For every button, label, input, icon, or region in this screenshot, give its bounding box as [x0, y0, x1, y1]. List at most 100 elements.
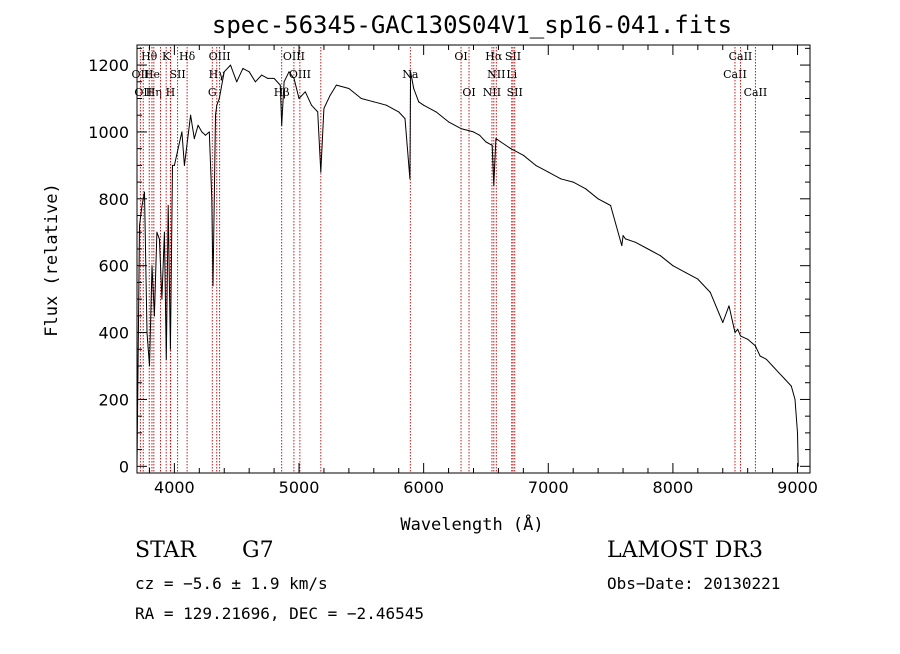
data-point [223, 71, 225, 73]
data-point [181, 131, 183, 133]
data-point [186, 144, 188, 146]
data-point [208, 131, 210, 133]
data-point [418, 101, 420, 103]
y-tick-label: 0 [119, 457, 129, 476]
data-point [622, 235, 624, 237]
line-label-25: SII [505, 50, 521, 63]
data-point [273, 77, 275, 79]
line-label-23: NII [487, 68, 505, 81]
line-label-12: Hγ [209, 68, 226, 81]
data-point [267, 77, 269, 79]
data-point [491, 144, 493, 146]
data-point [177, 148, 179, 150]
data-point [165, 358, 167, 360]
data-point [535, 164, 537, 166]
data-point [790, 385, 792, 387]
data-point [254, 81, 256, 83]
line-label-0: OII [132, 68, 150, 81]
data-point [560, 178, 562, 180]
data-point [647, 248, 649, 250]
object-class: STAR [135, 538, 196, 563]
data-point [659, 255, 661, 257]
line-label-2: Hθ [141, 50, 158, 63]
data-point [448, 121, 450, 123]
obs-date: Obs−Date: 20130221 [607, 574, 781, 593]
data-point [215, 114, 217, 116]
data-point [522, 154, 524, 156]
data-point [784, 378, 786, 380]
data-point [335, 84, 337, 86]
data-point [163, 231, 165, 233]
survey-name: LAMOST DR3 [607, 538, 763, 563]
data-point [138, 225, 140, 227]
data-point [141, 205, 143, 206]
data-point [310, 104, 312, 106]
data-point [229, 64, 231, 66]
data-point [778, 372, 780, 374]
data-point [625, 238, 627, 240]
data-point [317, 111, 319, 113]
data-point [190, 114, 192, 116]
data-point [722, 322, 724, 324]
data-point [547, 171, 549, 173]
x-axis-label: Wavelength (Å) [400, 513, 543, 535]
line-label-29: CaII [744, 86, 768, 99]
line-label-13: OIII [209, 50, 231, 63]
data-point [398, 111, 400, 113]
line-label-15: OIII [283, 50, 305, 63]
data-point [183, 164, 185, 166]
x-tick-label: 4000 [154, 478, 195, 497]
data-point [173, 164, 175, 166]
data-point [709, 291, 711, 293]
data-point [205, 134, 207, 136]
data-point [279, 84, 281, 86]
data-point [283, 81, 285, 83]
y-tick-label: 1200 [88, 56, 129, 75]
line-label-9: SII [170, 68, 186, 81]
data-point [148, 365, 150, 367]
line-label-4: Hη [146, 86, 162, 99]
line-label-20: OI [462, 86, 475, 99]
data-point [261, 74, 263, 76]
data-point [460, 128, 462, 130]
data-point [797, 432, 799, 434]
cz-value: cz = −5.6 ± 1.9 km/s [135, 574, 328, 593]
data-point [479, 134, 481, 136]
line-label-24: Li [506, 68, 517, 81]
data-point [493, 184, 495, 186]
line-label-28: CaII [729, 50, 753, 63]
data-point [765, 358, 767, 360]
data-point [672, 265, 674, 267]
data-point [413, 87, 415, 89]
data-point [737, 328, 739, 330]
line-label-1: OII [134, 86, 152, 99]
line-label-10: Hδ [179, 50, 196, 63]
data-point [320, 171, 322, 173]
data-point [167, 205, 169, 206]
data-point [473, 131, 474, 133]
line-label-21: NII [483, 86, 501, 99]
data-point [697, 278, 699, 280]
data-point [218, 98, 220, 99]
data-point [236, 81, 238, 83]
data-point [739, 335, 741, 337]
series-line-flux [136, 64, 799, 467]
line-label-22: Hα [485, 50, 503, 63]
data-point [635, 241, 637, 243]
data-point [435, 111, 437, 113]
y-tick-label: 800 [98, 190, 129, 209]
data-point [288, 71, 290, 73]
y-tick-label: 600 [98, 257, 129, 276]
data-point [153, 315, 155, 317]
object-subclass: G7 [242, 538, 274, 563]
data-point [510, 148, 512, 150]
data-point [385, 104, 387, 106]
data-point [495, 138, 497, 140]
data-point [242, 67, 244, 69]
data-point [348, 87, 350, 89]
line-label-19: OI [454, 50, 467, 63]
data-point [728, 305, 730, 307]
chart-title: spec-56345-GAC130S04V1_sp16-041.fits [212, 11, 732, 39]
